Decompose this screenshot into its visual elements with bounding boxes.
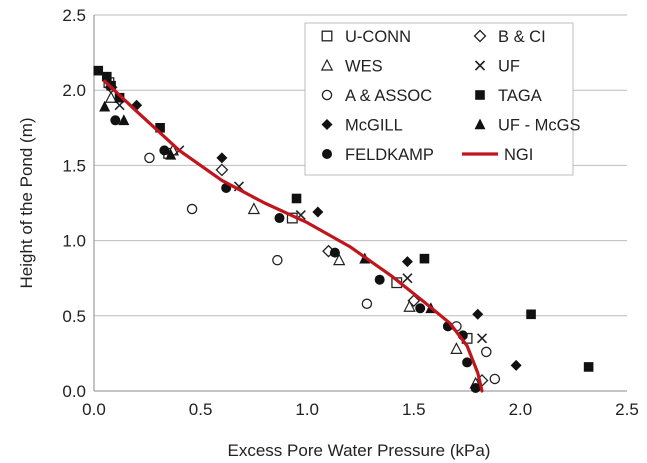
point-wes — [403, 299, 416, 312]
point-feldkamp — [462, 357, 473, 368]
x-tick-label: 0.0 — [82, 400, 106, 419]
point-a-assoc — [144, 152, 155, 164]
x-tick-label: 1.0 — [295, 400, 319, 419]
x-axis-title: Excess Pore Water Pressure (kPa) — [228, 441, 491, 460]
point-uf-mcgs — [99, 100, 111, 112]
legend-swatch-taga — [475, 90, 485, 100]
y-tick-label: 0.0 — [62, 382, 86, 401]
legend-label-wes: WES — [345, 58, 383, 76]
point-mcgill — [216, 152, 228, 164]
point-b-ci — [215, 163, 229, 177]
point-taga — [419, 253, 430, 264]
legend-label-taga: TAGA — [498, 87, 542, 105]
point-uf-mcgs — [165, 148, 177, 160]
point-feldkamp — [415, 303, 426, 314]
x-marker-stroke — [474, 60, 486, 71]
legend-label-u-conn: U-CONN — [345, 28, 411, 46]
point-a-assoc — [272, 254, 283, 266]
point-mcgill — [472, 308, 484, 320]
y-tick-label: 0.5 — [62, 307, 86, 326]
point-feldkamp — [329, 247, 340, 258]
x-marker-stroke — [476, 333, 488, 344]
y-tick-label: 2.0 — [62, 81, 86, 100]
point-uf — [402, 273, 413, 284]
y-tick-label: 1.0 — [62, 232, 86, 251]
point-a-assoc — [361, 298, 373, 310]
point-taga — [155, 123, 165, 133]
x-tick-label: 0.5 — [189, 400, 213, 419]
point-wes — [450, 342, 463, 354]
legend-swatch-a-assoc — [321, 89, 333, 101]
point-taga — [291, 193, 302, 204]
point-wes — [332, 253, 346, 266]
point-mcgill — [401, 256, 413, 268]
legend: U-CONN B & CI WES UF A & ASSOC TAGA McGILL UF -… — [304, 22, 581, 176]
point-wes — [247, 202, 261, 215]
point-feldkamp — [470, 382, 481, 393]
x-tick-label: 2.5 — [615, 400, 639, 419]
point-mcgill — [510, 359, 522, 371]
legend-label-ngi: NGI — [504, 146, 533, 164]
point-taga — [526, 309, 536, 320]
x-tick-label: 1.5 — [402, 400, 426, 419]
legend-swatch-feldkamp — [322, 149, 332, 159]
y-tick-label: 1.5 — [62, 156, 86, 175]
legend-swatch-uf-mcgs — [474, 118, 486, 130]
point-wes — [104, 90, 118, 103]
point-a-assoc — [481, 346, 492, 358]
point-feldkamp — [274, 213, 285, 224]
point-taga — [583, 362, 594, 372]
axes: 0.0 0.5 1.0 1.5 2.0 2.5 0.0 0.5 1.0 1.5 2.0 2.5 — [62, 6, 638, 419]
legend-label-b-ci: B & CI — [498, 28, 546, 46]
point-uf — [476, 333, 488, 344]
legend-swatch-u-conn — [321, 30, 333, 42]
point-feldkamp — [110, 115, 121, 126]
point-feldkamp — [374, 274, 385, 285]
x-tick-label: 2.0 — [509, 400, 533, 419]
legend-swatch-uf — [474, 60, 486, 71]
point-a-assoc — [489, 373, 501, 385]
point-uf-mcgs — [118, 114, 130, 126]
point-taga — [114, 92, 125, 103]
legend-swatch-mcgill — [321, 119, 333, 130]
plot-area — [93, 65, 594, 393]
legend-label-feldkamp: FELDKAMP — [345, 146, 434, 164]
point-a-assoc — [186, 203, 198, 215]
legend-swatch-wes — [320, 58, 334, 71]
legend-label-a-assoc: A & ASSOC — [345, 87, 432, 105]
legend-label-uf-mcgs: UF - McGS — [498, 117, 581, 135]
point-taga — [101, 71, 112, 82]
y-axis-title: Height of the Pond (m) — [17, 117, 36, 288]
legend-swatch-b-ci — [473, 29, 487, 43]
legend-box — [304, 22, 574, 176]
point-feldkamp — [159, 145, 170, 156]
legend-label-uf: UF — [498, 58, 520, 76]
y-tick-label: 2.5 — [62, 6, 86, 25]
point-taga — [93, 65, 104, 76]
series-line-ngi — [103, 79, 484, 393]
x-marker-stroke — [402, 273, 413, 284]
point-mcgill — [312, 206, 324, 218]
legend-label-mcgill: McGILL — [345, 117, 403, 135]
